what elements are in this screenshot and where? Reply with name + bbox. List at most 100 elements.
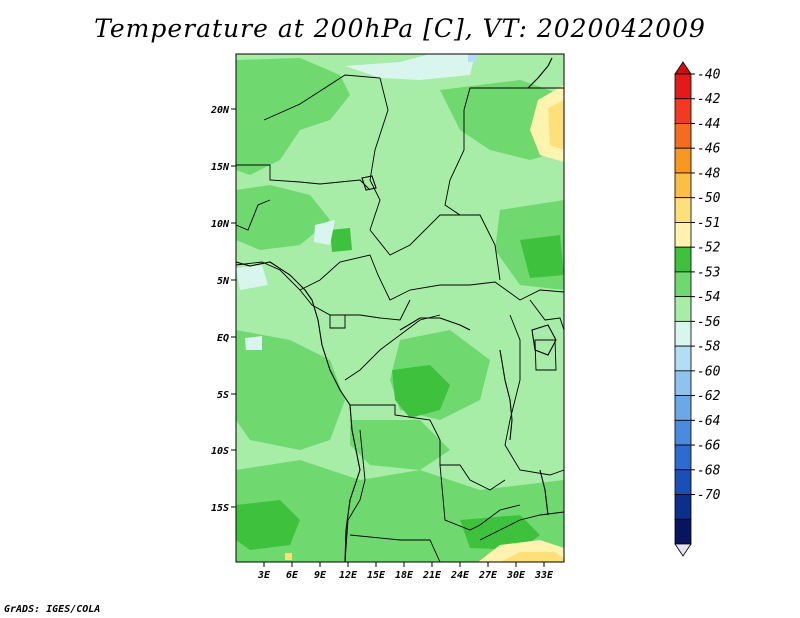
- colorbar-label: -58: [697, 340, 721, 355]
- lake-chad: [361, 175, 377, 191]
- border-line: [236, 164, 371, 191]
- colorbar-box: [674, 494, 692, 520]
- coastlines: [235, 57, 557, 563]
- field-patch: [500, 552, 564, 562]
- country-borders: [235, 74, 565, 563]
- colorbar-box: [674, 395, 692, 421]
- colorbar-box: [674, 222, 692, 248]
- colorbar-label: -64: [697, 414, 720, 429]
- lon-tick-group: [263, 562, 545, 567]
- field-patch: [460, 515, 540, 550]
- colorbar-boxes: [674, 61, 692, 557]
- latitude-axis: 20N 15N 10N 5N EQ 5S 10S 15S: [210, 105, 236, 514]
- colorbar-box: [674, 518, 692, 545]
- colorbar-box: [674, 123, 692, 149]
- lat-label-20n: 20N: [210, 105, 230, 116]
- lon-label-3e: 3E: [257, 570, 271, 581]
- colorbar-box: [674, 197, 692, 223]
- border-line: [344, 429, 366, 563]
- field-patch: [350, 420, 450, 470]
- border-line: [263, 74, 389, 231]
- field-patch: [440, 80, 564, 160]
- colorbar-label: -40: [697, 68, 721, 83]
- lake-victoria: [531, 324, 557, 356]
- colorbar-box: [674, 246, 692, 273]
- colorbar-box: [674, 98, 692, 124]
- colorbar-bottom-triangle: [674, 543, 692, 557]
- field-patch: [236, 330, 345, 450]
- lat-label-eq: EQ: [217, 333, 229, 344]
- chart-title: Temperature at 200hPa [C], VT: 202004200…: [94, 14, 706, 43]
- field-patch: [236, 58, 350, 175]
- lon-label-6e: 6E: [286, 570, 299, 581]
- colorbar-box: [674, 271, 692, 298]
- colorbar-box: [674, 320, 692, 347]
- colorbar-labels: -40 -42 -44 -46 -48 -50 -51 -52 -53 -54 -56 -58 -60 -…: [697, 68, 721, 504]
- lon-label-24e: 24E: [450, 570, 470, 581]
- border-line: [439, 464, 521, 531]
- lon-label-33e: 33E: [534, 570, 554, 581]
- field-patch: [314, 220, 335, 245]
- colorbar-label: -53: [697, 265, 720, 280]
- lake-tanganyika: [499, 349, 513, 441]
- colorbar-box: [674, 370, 692, 396]
- field-patch: [285, 553, 292, 560]
- lat-label-5n: 5N: [217, 276, 230, 287]
- field-patch: [392, 365, 450, 418]
- colorbar-label: -56: [697, 315, 721, 330]
- grads-credit: GrADS: IGES/COLA: [4, 604, 101, 615]
- colorbar: -40 -42 -44 -46 -48 -50 -51 -52 -53 -54 -56 -58 -60 -…: [674, 61, 721, 557]
- field-patch: [468, 54, 478, 62]
- coastline: [235, 261, 361, 563]
- field-patch: [245, 336, 262, 350]
- lon-label-21e: 21E: [422, 570, 442, 581]
- field-patch: [548, 100, 564, 150]
- colorbar-box: [674, 469, 692, 495]
- colorbar-label: -66: [697, 439, 721, 454]
- colorbar-ticks: [691, 73, 695, 496]
- border-line: [235, 199, 271, 231]
- field-patch: [345, 54, 475, 80]
- colorbar-label: -52: [697, 241, 721, 256]
- field-patch: [330, 228, 352, 252]
- map-frame: [235, 53, 565, 563]
- field-patch: [236, 185, 330, 250]
- border-line: [444, 110, 501, 281]
- field-patch: [236, 265, 268, 290]
- lat-label-15s: 15S: [211, 503, 229, 514]
- lat-label-10n: 10N: [211, 219, 230, 230]
- colorbar-top-triangle: [674, 61, 692, 75]
- lon-label-18e: 18E: [395, 570, 414, 581]
- colorbar-label: -51: [697, 216, 720, 231]
- colorbar-label: -44: [697, 117, 720, 132]
- field-patch: [520, 235, 564, 278]
- lake-malawi: [539, 469, 549, 516]
- colorbar-label: -46: [697, 142, 721, 157]
- colorbar-box: [674, 345, 692, 372]
- colorbar-box: [674, 147, 692, 174]
- lat-label-10s: 10S: [211, 446, 229, 457]
- border-line: [504, 314, 565, 476]
- colorbar-label: -50: [697, 191, 721, 206]
- border-line: [349, 534, 441, 563]
- colorbar-label: -42: [697, 92, 721, 107]
- colorbar-box: [674, 172, 692, 199]
- colorbar-box: [674, 419, 692, 446]
- border-line: [529, 299, 565, 331]
- colorbar-label: -62: [697, 389, 721, 404]
- field-patch: [236, 500, 300, 550]
- lat-tick-group: [231, 108, 236, 508]
- colorbar-box: [674, 444, 692, 471]
- lon-label-9e: 9E: [314, 570, 327, 581]
- lon-label-12e: 12E: [339, 570, 358, 581]
- colorbar-label: -68: [697, 463, 721, 478]
- lat-label-5s: 5S: [217, 390, 229, 401]
- border-line: [463, 87, 564, 111]
- lon-label-30e: 30E: [506, 570, 526, 581]
- border-line: [369, 214, 460, 256]
- border-line: [350, 404, 506, 491]
- colorbar-label: -60: [697, 364, 721, 379]
- map-panel: [235, 53, 565, 563]
- lon-label-27e: 27E: [478, 570, 498, 581]
